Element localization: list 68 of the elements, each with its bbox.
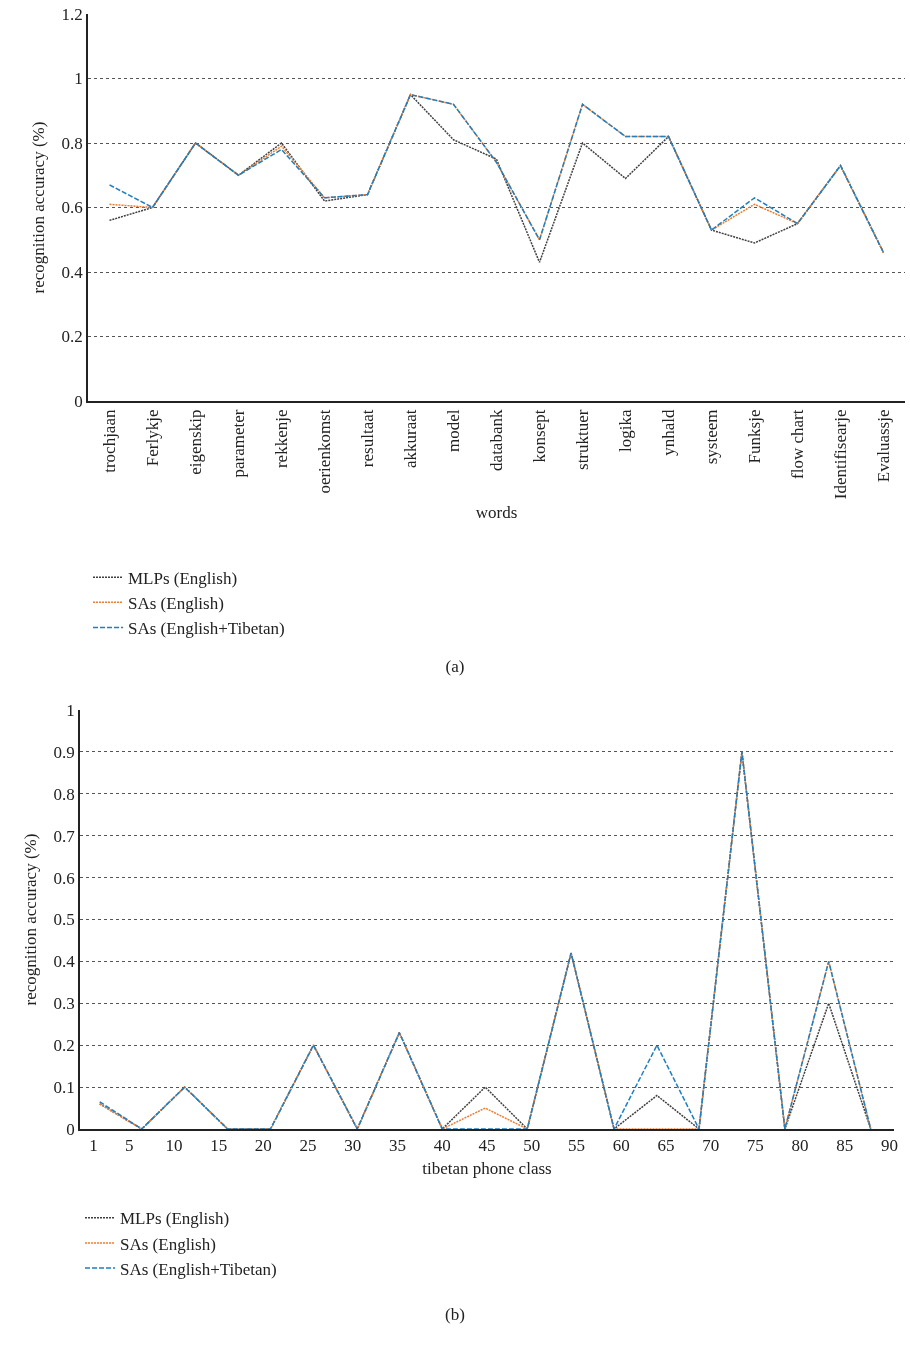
text: (b): [444, 1304, 466, 1326]
x-tick-label: rekkenje: [272, 409, 292, 469]
x-tick-label: 1: [89, 1136, 98, 1156]
y-tick-label: 0.6: [61, 198, 83, 218]
x-tick-label: logika: [616, 409, 636, 453]
x-tick-label: 25: [299, 1136, 317, 1156]
x-axis-title: words: [475, 503, 518, 523]
x-tick-label: 20: [254, 1136, 272, 1156]
x-tick-label: 5: [124, 1136, 134, 1156]
y-tick-label: 0.2: [53, 1036, 75, 1056]
x-tick-label: flow chart: [788, 409, 808, 479]
x-tick-label: databank: [487, 409, 507, 471]
x-tick-label: 85: [836, 1136, 854, 1156]
y-tick-label: 0.4: [61, 262, 84, 282]
legend-label: MLPs (English): [128, 568, 238, 588]
y-tick-label: 1: [74, 69, 83, 89]
y-tick-label: 0: [74, 391, 83, 411]
y-tick-label: 0.6: [53, 868, 75, 888]
y-tick-label: 0.9: [53, 742, 75, 762]
x-tick-label: 35: [389, 1136, 407, 1156]
x-tick-label: 90: [881, 1136, 899, 1156]
x-tick-label: systeem: [702, 409, 722, 465]
x-tick-label: struktuer: [573, 409, 593, 470]
y-tick-label: 0.8: [61, 133, 83, 153]
y-tick-label: 0.4: [53, 952, 76, 972]
y-tick-label: 1.2: [61, 4, 83, 24]
y-tick-label: 0.7: [53, 826, 76, 846]
x-axis-title: tibetan phone class: [422, 1159, 552, 1179]
x-tick-label: Ferlykje: [143, 409, 163, 467]
legend-label: SAs (English+Tibetan): [128, 619, 285, 639]
x-tick-label: trochjaan: [100, 409, 120, 473]
x-tick-label: Funksje: [745, 409, 765, 464]
y-tick-label: 1: [66, 700, 75, 720]
y-tick-label: 0.1: [53, 1078, 75, 1098]
x-tick-label: Evaluassje: [874, 409, 894, 483]
x-tick-label: 75: [746, 1136, 764, 1156]
x-tick-label: 10: [165, 1136, 183, 1156]
x-tick-label: ynhald: [659, 409, 679, 456]
y-tick-label: 0.2: [61, 327, 83, 347]
x-tick-label: model: [444, 409, 464, 453]
x-tick-label: parameter: [229, 409, 249, 478]
legend-label: SAs (English): [120, 1234, 216, 1254]
x-tick-label: 70: [702, 1136, 720, 1156]
y-tick-label: 0: [66, 1119, 75, 1139]
legend-label: MLPs (English): [120, 1209, 230, 1229]
y-tick-label: 0.5: [53, 910, 75, 930]
x-tick-label: 60: [612, 1136, 630, 1156]
y-tick-label: 0.8: [53, 784, 75, 804]
x-tick-label: 45: [478, 1136, 496, 1156]
x-tick-label: 40: [433, 1136, 451, 1156]
x-tick-label: 80: [791, 1136, 809, 1156]
y-axis-title: recognition accuracy (%): [20, 833, 40, 1006]
text: (a): [444, 656, 466, 678]
x-tick-label: 55: [567, 1136, 585, 1156]
x-tick-label: konsept: [530, 409, 550, 463]
x-tick-label: 65: [657, 1136, 675, 1156]
x-tick-label: akkuraat: [401, 409, 421, 469]
legend-label: SAs (English+Tibetan): [120, 1259, 277, 1279]
x-tick-label: 50: [523, 1136, 541, 1156]
y-axis-title: recognition accuracy (%): [28, 121, 48, 294]
x-tick-label: oerienkomst: [315, 409, 335, 494]
x-tick-label: 30: [344, 1136, 362, 1156]
y-tick-label: 0.3: [53, 994, 75, 1014]
x-tick-label: eigenskip: [186, 409, 206, 475]
x-tick-label: resultaat: [358, 409, 378, 468]
legend-label: SAs (English): [128, 593, 224, 613]
x-tick-label: Identifisearje: [831, 409, 851, 500]
x-tick-label: 15: [210, 1136, 228, 1156]
